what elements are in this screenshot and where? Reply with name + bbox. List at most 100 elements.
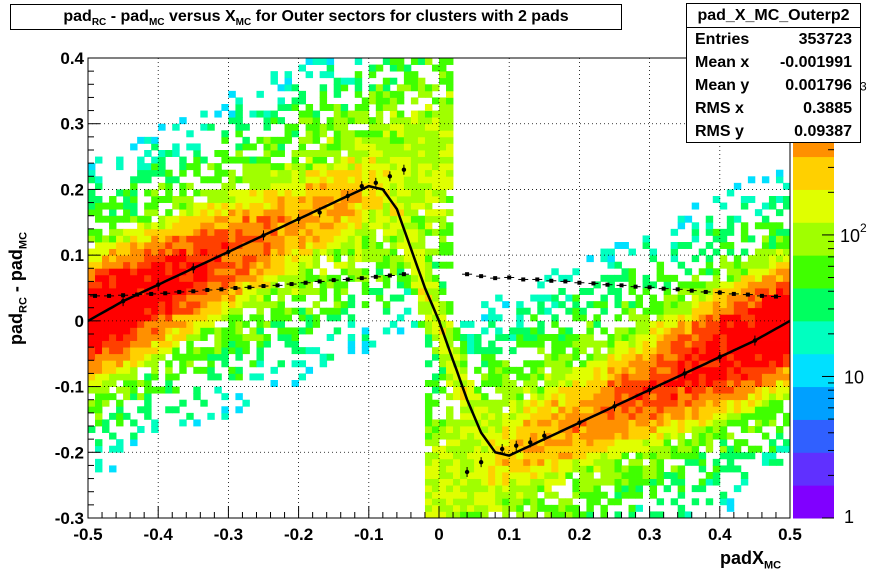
heatmap-cell — [558, 353, 566, 361]
heatmap-cell — [158, 242, 166, 249]
heatmap-cell — [656, 393, 665, 401]
heatmap-cell — [768, 248, 777, 256]
heatmap-cell — [754, 274, 763, 282]
heatmap-cell — [375, 255, 384, 263]
heatmap-cell — [340, 130, 349, 138]
heatmap-cell — [263, 209, 271, 217]
heatmap-cell — [312, 110, 321, 118]
heatmap-cell — [109, 380, 117, 387]
heatmap-cell — [446, 307, 454, 315]
heatmap-cell — [312, 222, 321, 230]
heatmap-cell — [424, 511, 433, 519]
heatmap-cell — [214, 373, 222, 381]
heatmap-cell — [389, 97, 398, 105]
heatmap-cell — [193, 386, 201, 394]
heatmap-cell — [431, 189, 440, 197]
heatmap-cell — [628, 314, 636, 322]
heatmap-cell — [761, 412, 770, 420]
heatmap-cell — [354, 150, 363, 157]
heatmap-cell — [403, 176, 412, 184]
heatmap-cell — [446, 340, 454, 348]
heatmap-cell — [628, 347, 636, 355]
heatmap-cell — [389, 182, 398, 190]
heatmap-cell — [102, 294, 110, 302]
heatmap-cell — [417, 235, 426, 243]
heatmap-cell — [565, 353, 573, 361]
heatmap-cell — [768, 366, 777, 374]
heatmap-cell — [516, 498, 524, 506]
heatmap-cell — [214, 196, 222, 203]
heatmap-cell — [684, 281, 693, 289]
heatmap-cell — [130, 439, 138, 447]
heatmap-cell — [614, 340, 622, 348]
heatmap-cell — [663, 393, 672, 401]
heatmap-cell — [537, 412, 545, 420]
heatmap-cell — [95, 281, 103, 289]
heatmap-cell — [221, 150, 229, 157]
heatmap-cell — [207, 202, 215, 210]
heatmap-cell — [368, 340, 377, 348]
heatmap-cell — [389, 176, 398, 184]
heatmap-cell — [614, 432, 622, 440]
heatmap-cell — [509, 412, 517, 420]
heatmap-cell — [417, 182, 426, 190]
heatmap-cell — [102, 320, 110, 328]
heatmap-cell — [733, 380, 742, 387]
heatmap-cell — [740, 399, 749, 407]
heatmap-cell — [712, 465, 721, 473]
heatmap-cell — [165, 406, 173, 414]
heatmap-cell — [144, 255, 152, 263]
heatmap-cell — [656, 472, 665, 479]
heatmap-cell — [284, 84, 292, 92]
heatmap-cell — [179, 314, 187, 322]
x-tick-label: -0.3 — [214, 525, 243, 544]
heatmap-cell — [382, 169, 391, 177]
heatmap-cell — [235, 228, 243, 236]
heatmap-cell — [635, 353, 643, 361]
heatmap-cell — [319, 189, 328, 197]
heatmap-cell — [172, 235, 180, 243]
heatmap-cell — [340, 209, 349, 217]
heatmap-cell — [144, 327, 152, 335]
heatmap-cell — [691, 432, 700, 440]
chart-title-box: padRC - padMC versus XMC for Outer secto… — [10, 4, 622, 30]
heatmap-cell — [530, 491, 538, 499]
heatmap-cell — [565, 458, 573, 466]
heatmap-cell — [775, 360, 784, 368]
heatmap-cell — [88, 169, 96, 177]
heatmap-cell — [621, 445, 629, 453]
heatmap-cell — [228, 268, 236, 276]
heatmap-cell — [523, 478, 531, 486]
heatmap-cell — [565, 307, 573, 315]
heatmap-cell — [144, 334, 152, 341]
heatmap-cell — [439, 307, 447, 315]
heatmap-cell — [565, 504, 573, 512]
heatmap-cell — [523, 412, 531, 420]
heatmap-cell — [691, 288, 700, 295]
heatmap-cell — [726, 334, 735, 341]
heatmap-cell — [656, 314, 665, 322]
heatmap-cell — [102, 380, 110, 387]
heatmap-cell — [740, 268, 749, 276]
heatmap-cell — [586, 419, 594, 427]
heatmap-cell — [439, 419, 447, 427]
heatmap-cell — [214, 301, 222, 309]
heatmap-cell — [775, 268, 784, 276]
heatmap-cell — [705, 386, 714, 394]
y-tick-label: 0.4 — [60, 49, 84, 68]
heatmap-cell — [179, 307, 187, 315]
heatmap-cell — [481, 485, 489, 493]
heatmap-cell — [733, 255, 742, 263]
heatmap-cell — [621, 386, 629, 394]
heatmap-cell — [235, 255, 243, 263]
heatmap-cell — [523, 445, 531, 453]
heatmap-cell — [537, 426, 545, 433]
heatmap-cell — [719, 307, 728, 315]
heatmap-cell — [88, 373, 96, 381]
heatmap-cell — [431, 314, 440, 322]
heatmap-cell — [151, 136, 159, 144]
heatmap-cell — [431, 320, 440, 328]
heatmap-cell — [446, 117, 454, 125]
heatmap-cell — [740, 334, 749, 341]
heatmap-cell — [761, 380, 770, 387]
